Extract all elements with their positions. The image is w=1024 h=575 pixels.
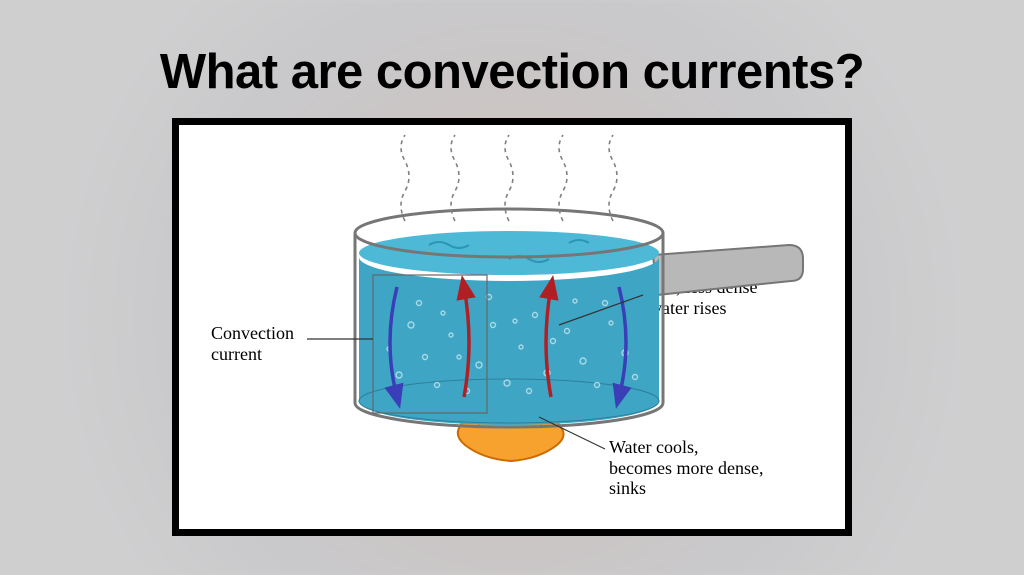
pot-water: [359, 257, 659, 425]
diagram-svg: [179, 125, 845, 529]
page-title: What are convection currents?: [160, 44, 864, 100]
pot-handle: [653, 245, 803, 295]
diagram-svg-wrap: [179, 125, 845, 529]
diagram-frame: Convectioncurrent Hot, less densewater r…: [172, 118, 852, 536]
slide-content: What are convection currents? Convection…: [0, 0, 1024, 575]
water-surface: [359, 231, 659, 275]
